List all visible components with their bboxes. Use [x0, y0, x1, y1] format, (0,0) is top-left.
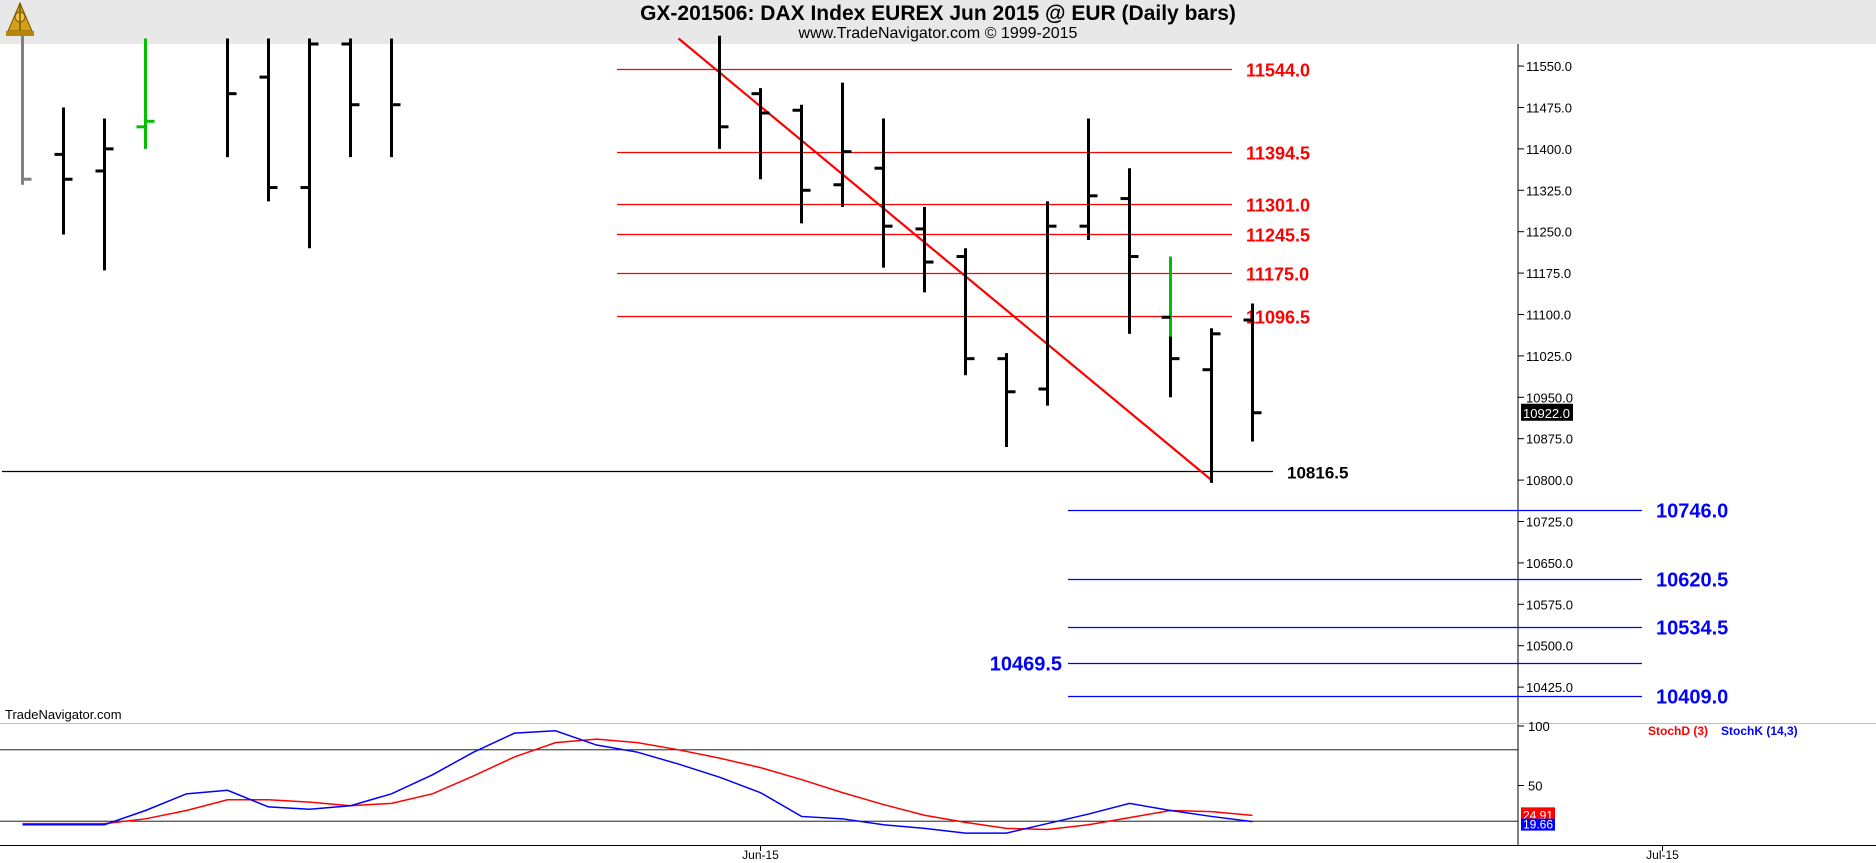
- level-label: 11394.5: [1246, 144, 1310, 164]
- price-tick-label: 11475.0: [1526, 100, 1572, 115]
- stoch-tick-label: 50: [1528, 779, 1542, 794]
- stoch-k-value-box: [1521, 818, 1555, 831]
- stoch-d-value-box: [1521, 807, 1555, 822]
- price-tick-label: 11400.0: [1526, 142, 1572, 157]
- trendline-layer: [677, 37, 1213, 481]
- price-axis: 11550.0 11475.0 11400.0 11325.0 11250.0 11175…: [1518, 59, 1573, 695]
- legend-stoch-k: StochK (14,3): [1721, 724, 1798, 738]
- chart-subtitle: www.TradeNavigator.com © 1999-2015: [798, 25, 1078, 42]
- price-tick-label: 10800.0: [1526, 473, 1573, 488]
- level-label: 11175.0: [1246, 265, 1309, 285]
- level-label: 10534.5: [1656, 618, 1728, 640]
- price-tick-label: 11025.0: [1526, 349, 1572, 364]
- price-tick-label: 11550.0: [1526, 59, 1572, 74]
- level-label: 10469.5: [990, 654, 1062, 676]
- date-tick-label: Jun-15: [742, 848, 779, 862]
- price-tick-label: 11325.0: [1526, 183, 1572, 198]
- price-bars: [21, 35, 1262, 483]
- stoch-k-value: 19.66: [1523, 818, 1553, 832]
- legend-stoch-d: StochD (3): [1648, 724, 1708, 738]
- price-tick-label: 11250.0: [1526, 225, 1572, 240]
- date-axis: Jun-15 Jul-15: [742, 845, 1679, 862]
- last-price-box: [1521, 403, 1573, 421]
- price-tick-label: 10500.0: [1526, 639, 1573, 654]
- chart-header: GX-201506: DAX Index EUREX Jun 2015 @ EU…: [0, 0, 1876, 44]
- level-lines: 11544.0 11394.5 11301.0 11245.5 11175.0 11096…: [2, 61, 1728, 709]
- downtrend-line: [677, 37, 1213, 481]
- price-tick-label: 10425.0: [1526, 680, 1573, 695]
- level-label: 10746.0: [1656, 501, 1728, 523]
- last-price-label: 10922.0: [1523, 406, 1570, 421]
- chart-frame: [0, 44, 1876, 846]
- stoch-tick-label: 100: [1528, 719, 1550, 734]
- price-tick-label: 10575.0: [1526, 597, 1573, 612]
- stoch-d-line: [22, 738, 1253, 831]
- level-label: 10620.5: [1656, 570, 1728, 592]
- level-label: 11245.5: [1246, 226, 1310, 246]
- price-tick-label: 11100.0: [1526, 307, 1571, 322]
- trade-navigator-logo-icon: [2, 1, 38, 44]
- level-label: 11301.0: [1246, 196, 1310, 216]
- price-tick-label: 11175.0: [1526, 266, 1571, 281]
- chart-title: GX-201506: DAX Index EUREX Jun 2015 @ EU…: [640, 2, 1236, 25]
- level-label: 11544.0: [1246, 61, 1310, 81]
- price-tick-label: 10725.0: [1526, 515, 1573, 530]
- date-tick-label: Jul-15: [1646, 848, 1679, 862]
- level-label: 10409.0: [1656, 687, 1728, 709]
- level-label: 11096.5: [1246, 308, 1310, 328]
- level-label: 10816.5: [1287, 464, 1348, 483]
- watermark-text: TradeNavigator.com: [5, 707, 122, 722]
- price-tick-label: 10875.0: [1526, 432, 1573, 447]
- price-tick-label: 10950.0: [1526, 390, 1573, 405]
- price-tick-label: 10650.0: [1526, 556, 1573, 571]
- stoch-k-line: [22, 730, 1253, 834]
